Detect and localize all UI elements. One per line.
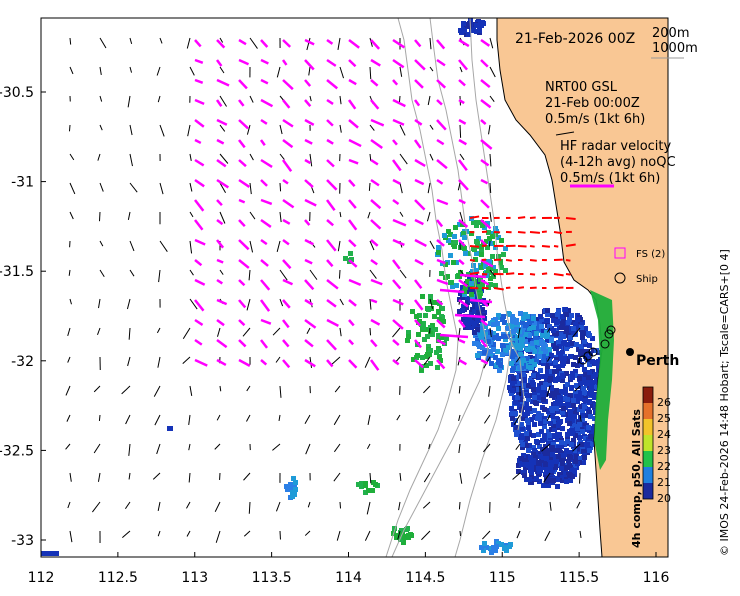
product-label-date: 21-Feb 00:00Z bbox=[545, 96, 640, 111]
x-tick-label: 114 bbox=[335, 570, 362, 586]
x-tick-label: 114.5 bbox=[405, 570, 445, 586]
radar-label-avg: (4-12h avg) noQC bbox=[560, 155, 676, 170]
credit-text: © IMOS 24-Feb-2026 14:48 Hobart; Tscale=… bbox=[718, 249, 731, 556]
x-tick-label: 112.5 bbox=[98, 570, 138, 586]
ship-legend-label: Ship bbox=[636, 274, 658, 285]
colorbar-title: 4h comp, p50, All Sats bbox=[630, 409, 643, 548]
colorbar-tick-25: 25 bbox=[657, 412, 671, 425]
colorbar-tick-26: 26 bbox=[657, 396, 671, 409]
x-tick-label: 113.5 bbox=[252, 570, 292, 586]
y-tick-label: -32 bbox=[11, 354, 34, 370]
colorbar-tick-24: 24 bbox=[657, 428, 671, 441]
radar-label-scale: 0.5m/s (1kt 6h) bbox=[560, 171, 660, 186]
y-axis: -30.5 -31 -31.5 -32 -32.5 -33 bbox=[0, 85, 46, 549]
y-tick-label: -31 bbox=[11, 175, 34, 191]
x-tick-label: 116 bbox=[643, 570, 670, 586]
depth-contour-200: 200m bbox=[652, 26, 689, 41]
radar-label-title: HF radar velocity bbox=[560, 139, 672, 154]
product-label-name: NRT00 GSL bbox=[545, 80, 618, 95]
product-label-scale: 0.5m/s (1kt 6h) bbox=[545, 112, 645, 127]
perth-label: Perth bbox=[636, 353, 679, 369]
depth-contour-1000: 1000m bbox=[652, 41, 698, 56]
y-tick-label: -30.5 bbox=[0, 85, 34, 101]
x-tick-label: 113 bbox=[181, 570, 208, 586]
colorbar-tick-22: 22 bbox=[657, 460, 671, 473]
title-date: 21-Feb-2026 00Z bbox=[515, 31, 635, 47]
colorbar-tick-23: 23 bbox=[657, 444, 671, 457]
y-tick-label: -32.5 bbox=[0, 443, 34, 459]
y-tick-label: -31.5 bbox=[0, 264, 34, 280]
colorbar-tick-21: 21 bbox=[657, 476, 671, 489]
x-tick-label: 112 bbox=[28, 570, 55, 586]
perth-marker bbox=[626, 348, 634, 356]
colorbar-tick-20: 20 bbox=[657, 492, 671, 505]
x-tick-label: 115 bbox=[489, 570, 516, 586]
y-tick-label: -33 bbox=[11, 533, 34, 549]
x-tick-label: 115.5 bbox=[559, 570, 599, 586]
fs-legend-label: FS (2) bbox=[636, 249, 665, 260]
